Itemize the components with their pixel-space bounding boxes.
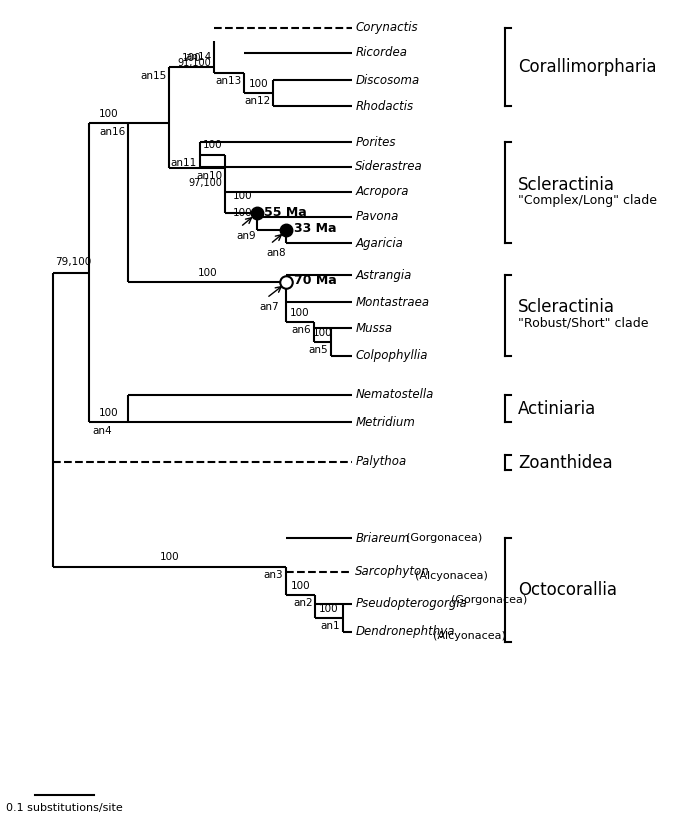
Text: (Alcyonacea): (Alcyonacea)	[433, 631, 506, 641]
Text: Porites: Porites	[355, 136, 396, 149]
Text: (Gorgonacea): (Gorgonacea)	[406, 533, 482, 543]
Text: an9: an9	[237, 231, 256, 241]
Text: 0.1 substitutions/site: 0.1 substitutions/site	[6, 803, 123, 813]
Text: 55 Ma: 55 Ma	[264, 205, 307, 218]
Text: Pavona: Pavona	[355, 211, 398, 223]
Text: 100: 100	[182, 53, 201, 63]
Text: Discosoma: Discosoma	[355, 74, 419, 87]
Text: 100: 100	[203, 141, 222, 151]
Text: 100: 100	[99, 408, 118, 418]
Text: Octocorallia: Octocorallia	[518, 581, 617, 599]
Text: an15: an15	[140, 71, 166, 81]
Text: Metridium: Metridium	[355, 415, 415, 428]
Text: Scleractinia: Scleractinia	[518, 175, 615, 194]
Text: 100: 100	[232, 208, 252, 218]
Text: 97,100: 97,100	[188, 178, 222, 188]
Text: 100: 100	[291, 581, 310, 591]
Text: Rhodactis: Rhodactis	[355, 99, 413, 112]
Text: an3: an3	[263, 570, 283, 580]
Text: Pseudopterogorgia: Pseudopterogorgia	[355, 597, 467, 610]
Text: (Gorgonacea): (Gorgonacea)	[451, 595, 528, 605]
Text: Colpophyllia: Colpophyllia	[355, 350, 428, 362]
Text: Mussa: Mussa	[355, 322, 392, 334]
Text: 100: 100	[290, 308, 310, 318]
Text: an6: an6	[291, 325, 311, 335]
Text: 100: 100	[312, 328, 332, 338]
Text: an7: an7	[259, 302, 279, 312]
Text: "Complex/Long" clade: "Complex/Long" clade	[518, 194, 657, 207]
Text: 79,100: 79,100	[55, 257, 92, 267]
Text: 100: 100	[99, 109, 118, 119]
Text: Corallimorpharia: Corallimorpharia	[518, 58, 656, 76]
Text: Briareum: Briareum	[355, 532, 410, 544]
Text: an2: an2	[293, 598, 313, 608]
Text: Acropora: Acropora	[355, 185, 409, 198]
Text: Agaricia: Agaricia	[355, 237, 403, 250]
Text: 100: 100	[248, 79, 269, 89]
Text: 100: 100	[160, 552, 179, 562]
Text: an16: an16	[100, 127, 126, 137]
Text: an13: an13	[215, 76, 242, 86]
Text: 70 Ma: 70 Ma	[293, 275, 336, 288]
Text: an14: an14	[185, 52, 211, 62]
Text: Palythoa: Palythoa	[355, 456, 406, 469]
Text: Sarcophyton: Sarcophyton	[355, 566, 430, 579]
Text: an4: an4	[92, 426, 112, 436]
Text: Dendronephthya: Dendronephthya	[355, 625, 455, 638]
Text: 33 Ma: 33 Ma	[293, 222, 336, 236]
Text: 91,100: 91,100	[178, 58, 211, 68]
Text: an5: an5	[308, 345, 328, 355]
Text: an1: an1	[320, 621, 340, 631]
Text: Montastraea: Montastraea	[355, 295, 429, 308]
Text: 100: 100	[232, 191, 252, 201]
Text: Astrangia: Astrangia	[355, 269, 412, 281]
Text: Ricordea: Ricordea	[355, 46, 407, 60]
Text: 100: 100	[319, 604, 339, 614]
Text: Siderastrea: Siderastrea	[355, 160, 423, 174]
Text: Actiniaria: Actiniaria	[518, 399, 596, 418]
Text: 100: 100	[198, 268, 217, 278]
Text: an10: an10	[196, 171, 222, 181]
Text: Scleractinia: Scleractinia	[518, 299, 615, 317]
Text: (Alcyonacea): (Alcyonacea)	[415, 571, 488, 581]
Text: Nematostella: Nematostella	[355, 389, 433, 401]
Text: an12: an12	[244, 96, 271, 106]
Text: Corynactis: Corynactis	[355, 22, 418, 35]
Text: Zoanthidea: Zoanthidea	[518, 453, 612, 471]
Text: "Robust/Short" clade: "Robust/Short" clade	[518, 317, 649, 330]
Text: an8: an8	[267, 248, 286, 258]
Text: an11: an11	[171, 157, 197, 168]
